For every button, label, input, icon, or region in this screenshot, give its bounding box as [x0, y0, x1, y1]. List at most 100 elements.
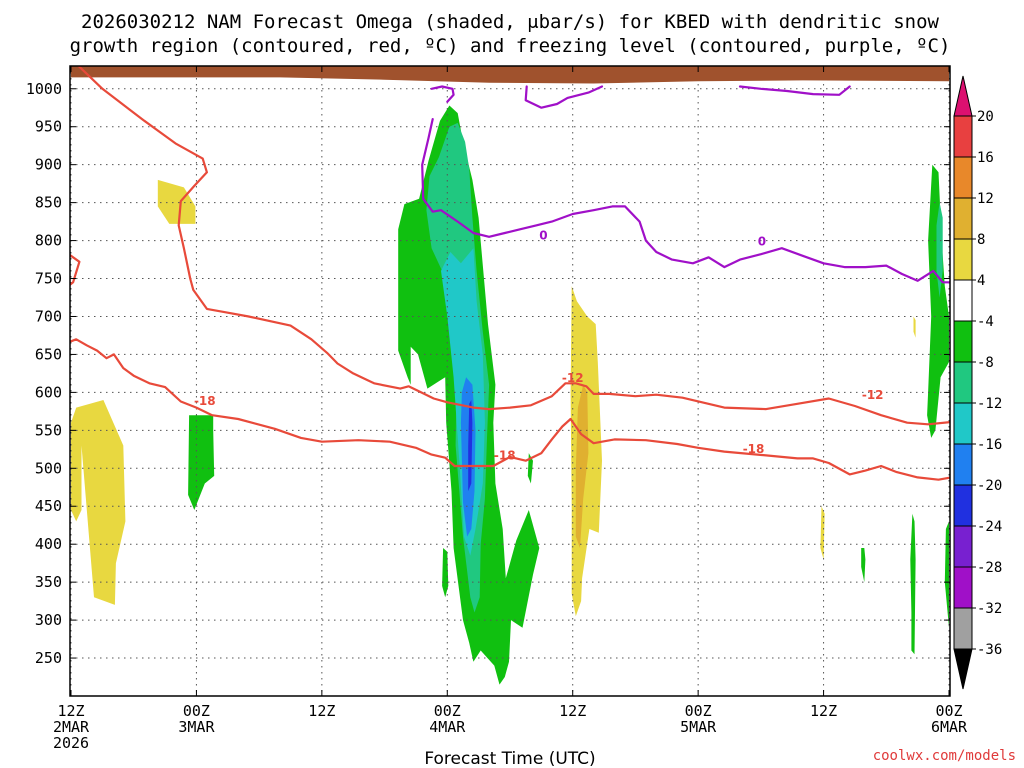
omega-region-green-main-small — [442, 548, 449, 598]
colorbar-bin — [953, 484, 973, 527]
x-axis-label: Forecast Time (UTC) — [424, 749, 595, 768]
contour-label: -18 — [743, 442, 765, 456]
colorbar-label: 4 — [977, 273, 985, 289]
y-tick-label: 350 — [35, 573, 62, 591]
x-tick-label: 3MAR — [178, 718, 215, 736]
chart-title-line-1: 2026030212 NAM Forecast Omega (shaded, μ… — [81, 11, 939, 33]
y-tick-label: 600 — [35, 383, 62, 401]
colorbar-label: -12 — [977, 396, 1002, 412]
colorbar-label: -4 — [977, 314, 994, 330]
colorbar-bin — [953, 607, 973, 650]
y-tick-label: 400 — [35, 535, 62, 553]
contour-line — [70, 253, 81, 287]
colorbar-label: 8 — [977, 232, 985, 248]
y-tick-label: 1000 — [26, 80, 62, 98]
colorbar-label: 16 — [977, 150, 994, 166]
colorbar-bin — [953, 320, 973, 363]
contour-line — [569, 417, 950, 481]
y-tick-label: 850 — [35, 194, 62, 212]
colorbar-label: -16 — [977, 437, 1002, 453]
y-tick-label: 800 — [35, 232, 62, 250]
x-tick-label: 12Z — [810, 702, 837, 720]
x-tick-label: 2026 — [53, 734, 89, 752]
contour-label: -12 — [562, 371, 584, 385]
chart-title-line-2: growth region (contoured, red, ºC) and f… — [70, 35, 951, 57]
colorbar-bin — [953, 197, 973, 240]
colorbar-label: -36 — [977, 642, 1002, 658]
plot-frame — [69, 65, 951, 697]
colorbar-bin — [953, 402, 973, 445]
omega-region-yellow-west — [71, 400, 126, 605]
omega-region-green-3mar — [188, 415, 215, 510]
colorbar-bin — [953, 566, 973, 609]
contour-label: -12 — [862, 388, 884, 402]
contour-line — [421, 117, 950, 284]
colorbar-bin — [953, 443, 973, 486]
x-tick-label: 5MAR — [680, 718, 717, 736]
y-tick-label: 900 — [35, 156, 62, 174]
y-tick-label: 450 — [35, 497, 62, 515]
omega-region-green-6mar-b — [910, 513, 916, 655]
contour-line — [430, 85, 455, 103]
y-tick-label: 300 — [35, 611, 62, 629]
y-tick-label: 550 — [35, 421, 62, 439]
omega-region-yellow-3mar — [157, 179, 196, 224]
credit-link[interactable]: coolwx.com/models — [873, 748, 1016, 764]
omega-region-yellow-sliver-5mar — [820, 506, 825, 560]
x-tick-label: 00Z — [183, 702, 210, 720]
colorbar-label: -8 — [977, 355, 994, 371]
y-tick-label: 650 — [35, 345, 62, 363]
y-tick-label: 750 — [35, 270, 62, 288]
colorbar-top-arrow — [953, 75, 973, 117]
colorbar-label: -32 — [977, 601, 1002, 617]
contour-label: -18 — [194, 394, 216, 408]
omega-region-teal-6mar — [936, 202, 943, 298]
colorbar-bin — [953, 156, 973, 199]
colorbar-bin — [953, 115, 973, 158]
colorbar-bin — [953, 238, 973, 281]
x-tick-label: 12Z — [57, 702, 84, 720]
omega-region-yellow-dot-6mar — [913, 316, 916, 338]
contour-label: 0 — [539, 229, 547, 243]
omega-region-green-6mar-c — [944, 521, 949, 628]
x-tick-label: 00Z — [685, 702, 712, 720]
omega-region-amber-4mar — [575, 384, 589, 548]
contour-line — [70, 338, 572, 468]
omega-region-darkblue-main — [468, 400, 473, 492]
colorbar-label: -20 — [977, 478, 1002, 494]
plot-content: -18 -18 -18 -12 -12 0 0 — [70, 66, 950, 696]
contour-line — [524, 85, 604, 109]
y-axis: 250 300 350 400 450 500 550 600 650 700 750 800 850 9… — [26, 80, 950, 667]
contour-line — [77, 66, 950, 426]
omega-region-green-6mar-d — [927, 164, 949, 438]
colorbar-label: 20 — [977, 109, 994, 125]
x-tick-label: 4MAR — [429, 718, 466, 736]
x-tick-label: 12Z — [308, 702, 335, 720]
colorbar-label: -28 — [977, 560, 1002, 576]
x-tick-label: 12Z — [559, 702, 586, 720]
x-tick-label: 00Z — [935, 702, 962, 720]
colorbar-bin — [953, 279, 973, 322]
colorbar-label: 12 — [977, 191, 994, 207]
y-tick-label: 700 — [35, 307, 62, 325]
plot-area: -18 -18 -18 -12 -12 0 0 — [70, 66, 950, 696]
x-tick-label: 00Z — [434, 702, 461, 720]
omega-region-green-6mar-a — [861, 548, 866, 583]
omega-region-green-main-sliver — [527, 453, 533, 484]
colorbar-label: -24 — [977, 519, 1002, 535]
y-tick-label: 250 — [35, 649, 62, 667]
x-tick-label: 6MAR — [931, 718, 968, 736]
y-tick-label: 500 — [35, 459, 62, 477]
contour-line — [738, 85, 851, 96]
colorbar-bin — [953, 361, 973, 404]
colorbar-bottom-arrow — [953, 648, 973, 690]
colorbar-bin — [953, 525, 973, 568]
y-tick-label: 950 — [35, 118, 62, 136]
contour-label: 0 — [758, 235, 766, 249]
contour-label: -18 — [494, 449, 516, 463]
x-tick-label: 2MAR — [53, 718, 90, 736]
omega-colorbar: 20 16 12 8 4 -4 -8 -12 -16 -20 -24 -28 -32 -36 — [953, 75, 1002, 690]
terrain-ground — [71, 66, 949, 84]
